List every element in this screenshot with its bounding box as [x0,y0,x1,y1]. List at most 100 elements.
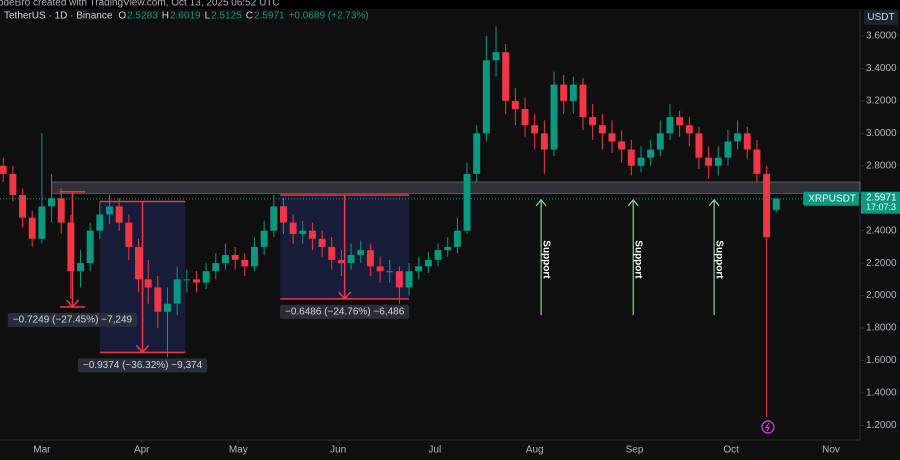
price-tag [861,191,900,214]
candle-body [299,230,307,234]
candle-body [308,230,316,239]
x-tick-label: Oct [723,445,739,456]
candle-body [289,222,297,234]
x-tick-label: Aug [526,445,544,456]
candle-body [125,222,133,247]
candle-body [521,108,529,126]
candle-body [550,84,558,150]
candle-body [67,222,75,272]
candle-body [463,173,471,231]
candle-body [318,238,326,247]
measure-label-box [280,304,410,319]
candle-body [86,230,94,264]
candle-body [395,271,403,288]
candle-body [221,255,229,264]
header-bar [0,0,900,9]
candle-body [250,246,258,267]
x-tick-label: May [229,445,248,456]
candle-body [473,133,481,174]
measure-label: −0.9374 (−36.32%) −9,374 [83,360,203,371]
candle-body [144,279,152,288]
candle-body [260,230,268,247]
candle-body [705,157,713,166]
y-tick-label: 2.2000 [866,258,897,269]
candle-body [627,149,635,166]
candle-body [560,84,568,101]
candle-body [57,198,65,223]
candle-body [376,266,384,272]
candle-body [492,52,500,61]
measure-arrowhead [338,291,352,300]
candle-body [743,133,751,150]
candle-body [511,100,519,109]
candle-body [589,117,597,126]
y-tick-label: 1.4000 [866,388,897,399]
candle-body [647,149,655,158]
candle-body [96,214,104,231]
candle-body [695,133,703,158]
change: +0.0689 (+2.73%) [289,11,369,22]
candle-body [164,303,171,312]
candle-body [270,206,278,231]
candle-body [453,230,461,247]
candle-body [231,255,239,260]
candle-body [193,279,200,283]
candle-body [106,206,113,215]
y-tick-label: 3.6000 [866,31,897,42]
resistance-zone [51,181,861,194]
y-tick-label: 3.0000 [866,128,897,139]
y-tick-label: 2.8000 [866,160,897,171]
annotations-front: −0.7249 (−27.45%) −7,249 −0.9374 (−36.32%… [0,190,860,373]
candle-body [366,250,374,267]
candle-body [424,259,432,267]
x-tick-label: Sep [626,445,644,456]
candle-body [357,250,365,256]
candle-body [531,125,539,134]
candle-body [173,279,181,304]
ohlc-value: 2.5125 [211,11,242,22]
candle-body [656,133,664,150]
x-tick-label: Nov [822,445,840,456]
candle-body [386,271,394,273]
candle-body [405,271,413,288]
candle-body [241,259,249,267]
y-tick-label: 2.0000 [866,290,897,301]
ohlc-letter: H [162,11,169,22]
measure-arrowhead [135,344,150,354]
candle-body [28,217,36,239]
candle-body [666,117,674,134]
y-tick-label: 1.6000 [866,355,897,366]
measure-arrowhead [65,299,80,309]
event-icon-bolt [765,422,770,432]
candle-body [714,157,722,166]
ohlc-letter: O [118,11,126,22]
candle-body [569,84,577,101]
ohlc-value: 2.6019 [170,11,201,22]
candle-body [724,141,732,158]
candle-body [9,173,17,195]
candle-body [48,198,56,207]
measure-label-box [77,358,208,373]
support-label: Support [633,240,644,279]
y-tick-label: 1.2000 [866,420,897,431]
support-arrowhead [535,198,547,207]
y-tick-label: 1.8000 [866,323,897,334]
currency: USDT [867,12,894,23]
support-label: Support [540,240,551,279]
candle-body [347,255,355,264]
x-tick-label: Jun [330,445,346,456]
x-tick-label: Mar [33,445,51,456]
candle-body [502,52,510,101]
event-icon[interactable] [761,420,775,434]
ohlc-letter: C [246,11,253,22]
candle-body [540,133,548,150]
candle-body [202,271,210,283]
countdown: 17:07:3 [866,202,896,212]
candle-body [38,206,46,239]
candle-body [734,133,742,142]
header: odeBro created with TradingView.com, Oct… [0,0,280,9]
measure-label: −0.7249 (−27.45%) −7,249 [13,315,133,326]
candle-body [77,263,85,272]
candle-body [579,84,587,118]
candles [0,26,780,418]
